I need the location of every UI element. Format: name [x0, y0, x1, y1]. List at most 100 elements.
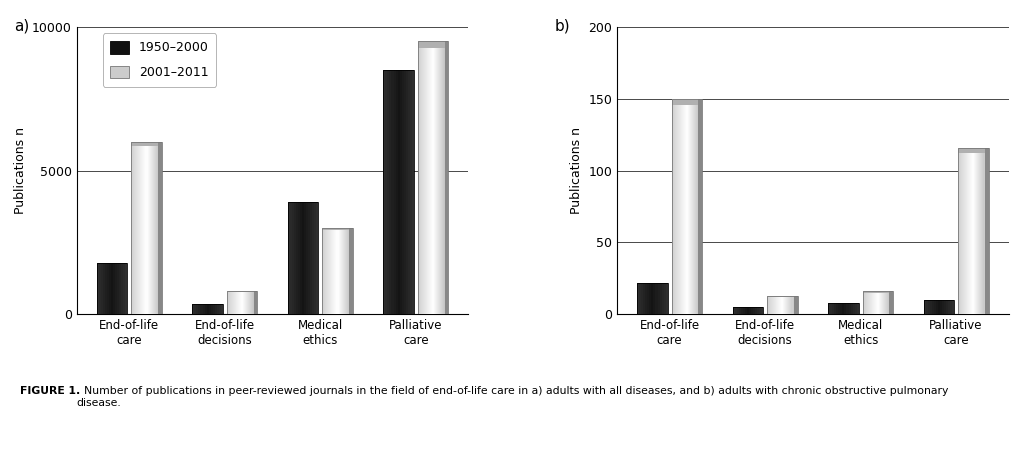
Bar: [944, 300, 946, 314]
Bar: [835, 303, 837, 314]
Bar: [146, 142, 147, 314]
Bar: [383, 70, 414, 314]
Bar: [446, 41, 447, 314]
Bar: [786, 295, 787, 314]
Bar: [882, 291, 883, 314]
Bar: [866, 291, 867, 314]
Bar: [678, 99, 679, 314]
Bar: [837, 303, 839, 314]
Bar: [139, 142, 140, 314]
Bar: [675, 99, 676, 314]
Bar: [254, 291, 255, 314]
Bar: [967, 148, 968, 314]
Bar: [864, 291, 865, 314]
Bar: [749, 307, 751, 314]
Bar: [199, 304, 201, 314]
Bar: [441, 41, 442, 314]
Bar: [445, 41, 446, 314]
Bar: [342, 228, 343, 314]
Bar: [738, 307, 740, 314]
Bar: [195, 304, 197, 314]
Bar: [383, 70, 385, 314]
Bar: [431, 41, 432, 314]
Bar: [117, 263, 119, 314]
Bar: [395, 70, 397, 314]
Bar: [308, 202, 310, 314]
Bar: [934, 300, 936, 314]
Bar: [131, 142, 158, 146]
Bar: [205, 304, 207, 314]
Bar: [140, 142, 141, 314]
Bar: [221, 304, 223, 314]
Bar: [236, 291, 237, 314]
Bar: [928, 300, 930, 314]
Bar: [700, 99, 701, 314]
Bar: [424, 41, 425, 314]
Bar: [677, 99, 678, 314]
Bar: [883, 291, 884, 314]
Bar: [294, 202, 296, 314]
Bar: [862, 291, 893, 314]
Bar: [347, 228, 348, 314]
Bar: [746, 307, 749, 314]
Bar: [336, 228, 337, 314]
Bar: [429, 41, 430, 314]
Bar: [961, 148, 962, 314]
Bar: [193, 304, 195, 314]
Bar: [387, 70, 389, 314]
Bar: [666, 283, 668, 314]
Bar: [207, 304, 209, 314]
Bar: [438, 41, 439, 314]
Bar: [113, 263, 115, 314]
Bar: [348, 228, 349, 314]
Bar: [444, 41, 445, 314]
Bar: [694, 99, 695, 314]
Bar: [132, 142, 133, 314]
Bar: [828, 303, 830, 314]
Bar: [734, 307, 736, 314]
Bar: [447, 41, 449, 314]
Bar: [298, 202, 300, 314]
Bar: [847, 303, 849, 314]
Bar: [938, 300, 940, 314]
Bar: [345, 228, 346, 314]
Bar: [788, 295, 790, 314]
Bar: [442, 41, 443, 314]
Bar: [691, 99, 692, 314]
Bar: [672, 99, 673, 314]
Bar: [408, 70, 410, 314]
Bar: [975, 148, 977, 314]
Bar: [433, 41, 434, 314]
Bar: [771, 295, 772, 314]
Bar: [250, 291, 251, 314]
Bar: [440, 41, 441, 314]
Bar: [240, 291, 241, 314]
Bar: [237, 291, 238, 314]
Bar: [869, 291, 870, 314]
Bar: [770, 295, 771, 314]
Bar: [783, 295, 784, 314]
Bar: [781, 295, 782, 314]
Bar: [971, 148, 972, 314]
Bar: [673, 99, 674, 314]
Bar: [425, 41, 426, 314]
Bar: [243, 291, 244, 314]
Bar: [131, 142, 162, 314]
Bar: [421, 41, 422, 314]
Bar: [639, 283, 641, 314]
Bar: [873, 291, 874, 314]
Bar: [160, 142, 161, 314]
Bar: [690, 99, 691, 314]
Bar: [696, 99, 697, 314]
Bar: [851, 303, 853, 314]
Bar: [968, 148, 969, 314]
Bar: [845, 303, 847, 314]
Bar: [135, 142, 136, 314]
Bar: [341, 228, 342, 314]
Bar: [870, 291, 871, 314]
Bar: [159, 142, 160, 314]
Bar: [773, 295, 774, 314]
Bar: [672, 99, 702, 314]
Bar: [329, 228, 330, 314]
Y-axis label: Publications n: Publications n: [13, 127, 27, 214]
